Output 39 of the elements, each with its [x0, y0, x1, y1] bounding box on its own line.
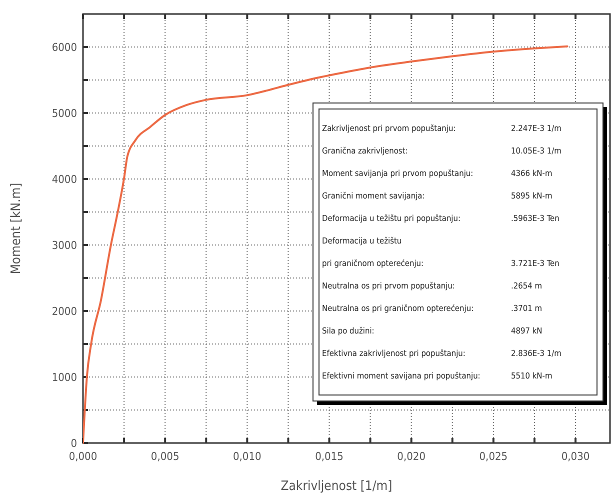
annotation: Granični moment savijanja:: [322, 190, 425, 200]
y-tick-label: 6000: [52, 41, 77, 54]
annotation: 10.05E-3 1/m: [511, 146, 562, 156]
annotation: Moment savijanja pri prvom popuštanju:: [322, 168, 474, 178]
annotation: 2.247E-3 1/m: [511, 123, 562, 133]
y-tick-label: 2000: [52, 305, 77, 318]
x-tick-label: 0,005: [150, 450, 180, 463]
annotation: Granična zakrivljenost:: [322, 146, 408, 156]
annotation: .5963E-3 Ten: [511, 213, 560, 223]
annotation: Deformacija u težištu pri popuštanju:: [322, 213, 460, 223]
y-axis-title: Moment [kN.m]: [9, 182, 24, 274]
annotation: 5510 kN-m: [511, 370, 552, 380]
annotation: 5895 kN-m: [511, 190, 552, 200]
annotation: Efektivna zakrivljenost pri popuštanju:: [322, 348, 466, 358]
annotation: Sila po dužini:: [322, 326, 374, 336]
x-tick-label: 0,010: [233, 450, 262, 463]
annotation: .3701 m: [511, 303, 542, 313]
annotation: Zakrivljenost pri prvom popuštanju:: [322, 123, 456, 133]
annotation: .2654 m: [511, 280, 542, 290]
annotation: 4366 kN-m: [511, 168, 552, 178]
annotation: Neutralna os pri graničnom opterećenju:: [322, 303, 474, 313]
y-tick-label: 5000: [52, 107, 77, 120]
y-tick-label: 1000: [52, 371, 77, 384]
x-tick-label: 0,030: [561, 450, 590, 463]
annotation: 2.836E-3 1/m: [511, 348, 562, 358]
y-tick-label: 0: [70, 437, 77, 450]
y-tick-label: 3000: [52, 239, 77, 252]
text: Deformacija u težištu pri graničnom opterećenju:: [322, 236, 424, 268]
annotation: Neutralna os pri prvom popuštanju:: [322, 280, 455, 290]
x-tick-label: 0,015: [315, 450, 344, 463]
annotation: 3.721E-3 Ten: [511, 258, 560, 268]
x-axis-title: Zakrivljenost [1/m]: [280, 479, 392, 494]
annotation: Efektivni moment savijana pri popuštanju:: [322, 370, 480, 380]
annotation: 4897 kN: [511, 326, 542, 336]
x-tick-label: 0,020: [397, 450, 426, 463]
y-tick-label: 4000: [52, 173, 77, 186]
x-tick-label: 0,000: [68, 450, 98, 463]
x-tick-label: 0,025: [479, 450, 508, 463]
line-series: [83, 45, 568, 444]
